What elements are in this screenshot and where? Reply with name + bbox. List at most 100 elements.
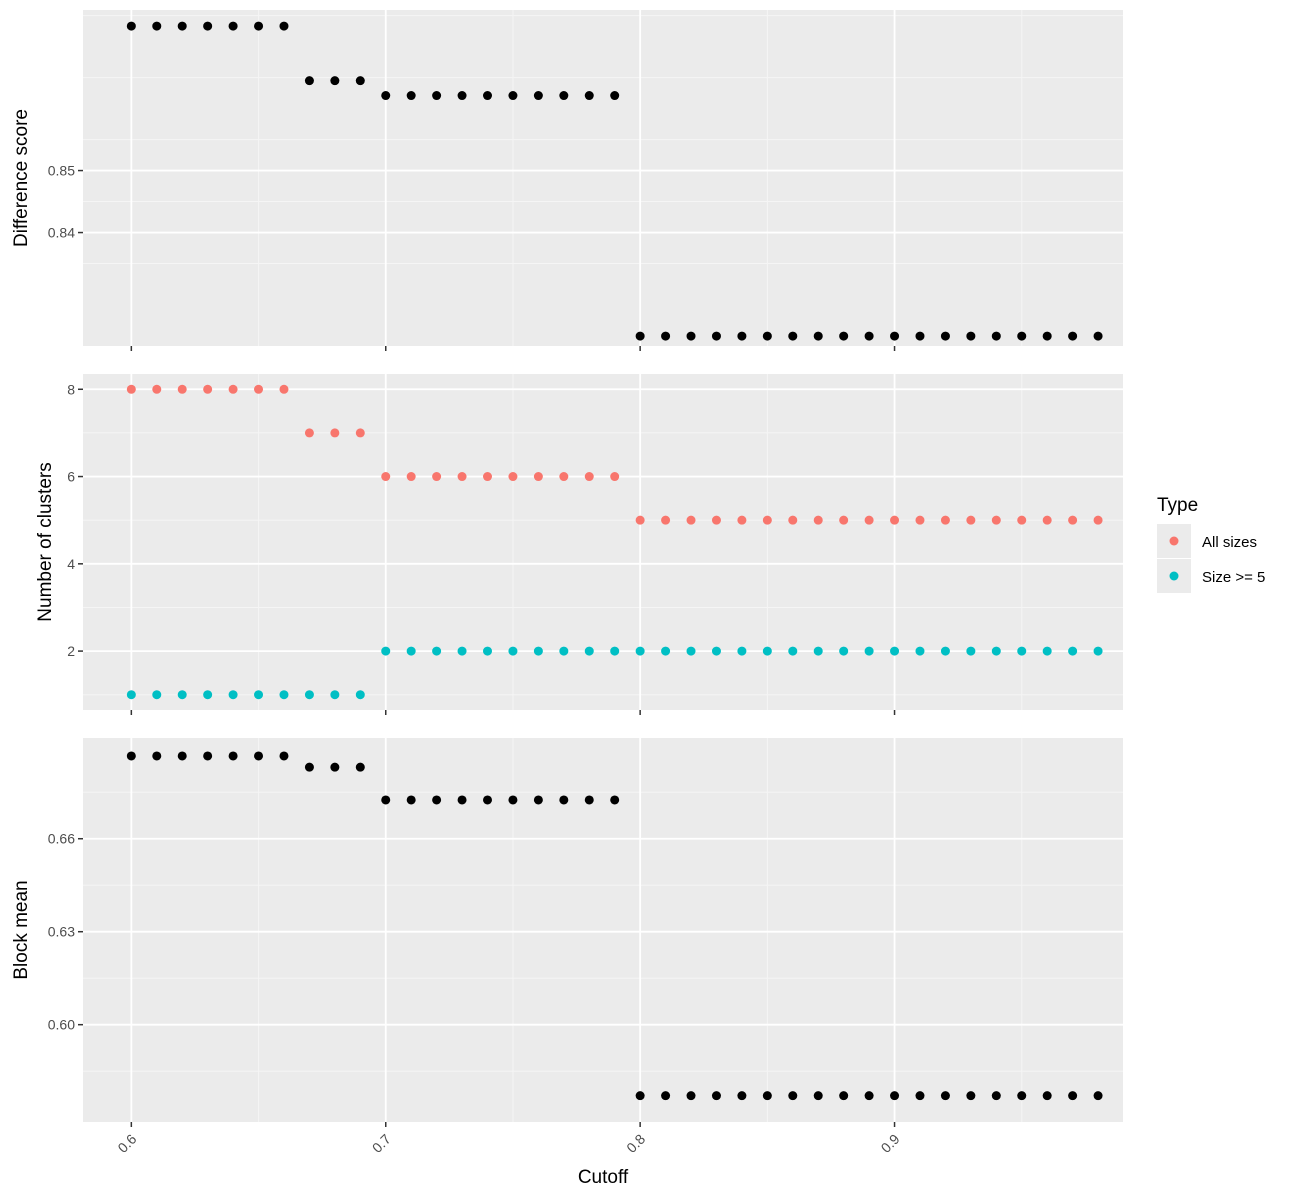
y-axis-title: Difference score bbox=[11, 109, 32, 247]
data-point bbox=[152, 21, 162, 31]
data-point bbox=[483, 472, 493, 482]
data-point bbox=[864, 1091, 874, 1101]
data-point bbox=[762, 331, 772, 341]
data-point bbox=[177, 690, 187, 700]
data-point bbox=[915, 515, 925, 525]
data-point bbox=[915, 646, 925, 656]
data-point bbox=[508, 472, 518, 482]
data-point bbox=[686, 1091, 696, 1101]
data-point bbox=[839, 515, 849, 525]
data-point bbox=[762, 646, 772, 656]
data-point bbox=[788, 331, 798, 341]
panel-3: 0.60 0.63 0.66 0.6 0.7 0.8 0.9 Block mean Cutoff bbox=[11, 738, 1123, 1188]
data-point bbox=[126, 21, 136, 31]
data-point bbox=[406, 646, 416, 656]
data-point bbox=[126, 384, 136, 394]
data-point bbox=[711, 515, 721, 525]
data-point bbox=[483, 91, 493, 101]
y-tick-label: 0.66 bbox=[48, 831, 75, 847]
data-point bbox=[304, 76, 314, 86]
data-point bbox=[661, 1091, 671, 1101]
data-point bbox=[1017, 331, 1027, 341]
data-point bbox=[1042, 331, 1052, 341]
data-point bbox=[508, 91, 518, 101]
data-point bbox=[381, 91, 391, 101]
data-point bbox=[686, 646, 696, 656]
data-point bbox=[890, 515, 900, 525]
data-point bbox=[254, 21, 264, 31]
data-point bbox=[381, 472, 391, 482]
data-point bbox=[813, 331, 823, 341]
x-tick-label: 0.6 bbox=[114, 1131, 139, 1156]
data-point bbox=[355, 762, 365, 772]
data-point bbox=[762, 515, 772, 525]
data-point bbox=[788, 515, 798, 525]
panel-background bbox=[83, 738, 1123, 1122]
data-point bbox=[228, 690, 238, 700]
data-point bbox=[432, 646, 442, 656]
data-point bbox=[737, 331, 747, 341]
data-point bbox=[1093, 515, 1103, 525]
x-tick-label: 0.7 bbox=[369, 1131, 394, 1156]
data-point bbox=[228, 751, 238, 761]
data-point bbox=[940, 515, 950, 525]
data-point bbox=[991, 646, 1001, 656]
y-tick-label: 0.63 bbox=[48, 924, 75, 940]
data-point bbox=[635, 646, 645, 656]
data-point bbox=[864, 331, 874, 341]
data-point bbox=[304, 690, 314, 700]
data-point bbox=[304, 428, 314, 438]
data-point bbox=[686, 331, 696, 341]
data-point bbox=[406, 91, 416, 101]
data-point bbox=[533, 472, 543, 482]
data-point bbox=[1093, 646, 1103, 656]
data-point bbox=[254, 690, 264, 700]
data-point bbox=[254, 384, 264, 394]
series-1 bbox=[126, 751, 1103, 1101]
data-point bbox=[457, 472, 467, 482]
y-tick-label: 0.85 bbox=[48, 163, 75, 179]
series-1 bbox=[126, 384, 1103, 525]
data-point bbox=[432, 91, 442, 101]
data-point bbox=[457, 646, 467, 656]
data-point bbox=[330, 762, 340, 772]
data-point bbox=[737, 515, 747, 525]
x-tick-label: 0.9 bbox=[878, 1131, 903, 1156]
data-point bbox=[381, 646, 391, 656]
data-point bbox=[279, 21, 289, 31]
y-tick-label: 6 bbox=[67, 469, 75, 485]
data-point bbox=[584, 91, 594, 101]
data-point bbox=[711, 646, 721, 656]
data-point bbox=[330, 428, 340, 438]
y-tick-label: 2 bbox=[67, 643, 75, 659]
data-point bbox=[330, 690, 340, 700]
data-point bbox=[1068, 515, 1078, 525]
legend-title: Type bbox=[1157, 495, 1198, 516]
legend-label: Size >= 5 bbox=[1202, 569, 1265, 586]
data-point bbox=[483, 795, 493, 805]
data-point bbox=[152, 690, 162, 700]
data-point bbox=[483, 646, 493, 656]
data-point bbox=[584, 646, 594, 656]
data-point bbox=[915, 1091, 925, 1101]
data-point bbox=[1042, 515, 1052, 525]
panel-1: 0.84 0.85 Difference score bbox=[11, 10, 1123, 351]
data-point bbox=[533, 795, 543, 805]
data-point bbox=[126, 690, 136, 700]
legend-key-point bbox=[1169, 571, 1179, 581]
data-point bbox=[711, 331, 721, 341]
data-point bbox=[737, 1091, 747, 1101]
data-point bbox=[533, 91, 543, 101]
x-axis-title: Cutoff bbox=[578, 1167, 629, 1188]
data-point bbox=[788, 1091, 798, 1101]
legend-key-point bbox=[1169, 536, 1179, 546]
data-point bbox=[584, 472, 594, 482]
data-point bbox=[406, 795, 416, 805]
data-point bbox=[1093, 1091, 1103, 1101]
data-point bbox=[966, 515, 976, 525]
data-point bbox=[813, 515, 823, 525]
data-point bbox=[839, 331, 849, 341]
data-point bbox=[966, 331, 976, 341]
data-point bbox=[839, 1091, 849, 1101]
